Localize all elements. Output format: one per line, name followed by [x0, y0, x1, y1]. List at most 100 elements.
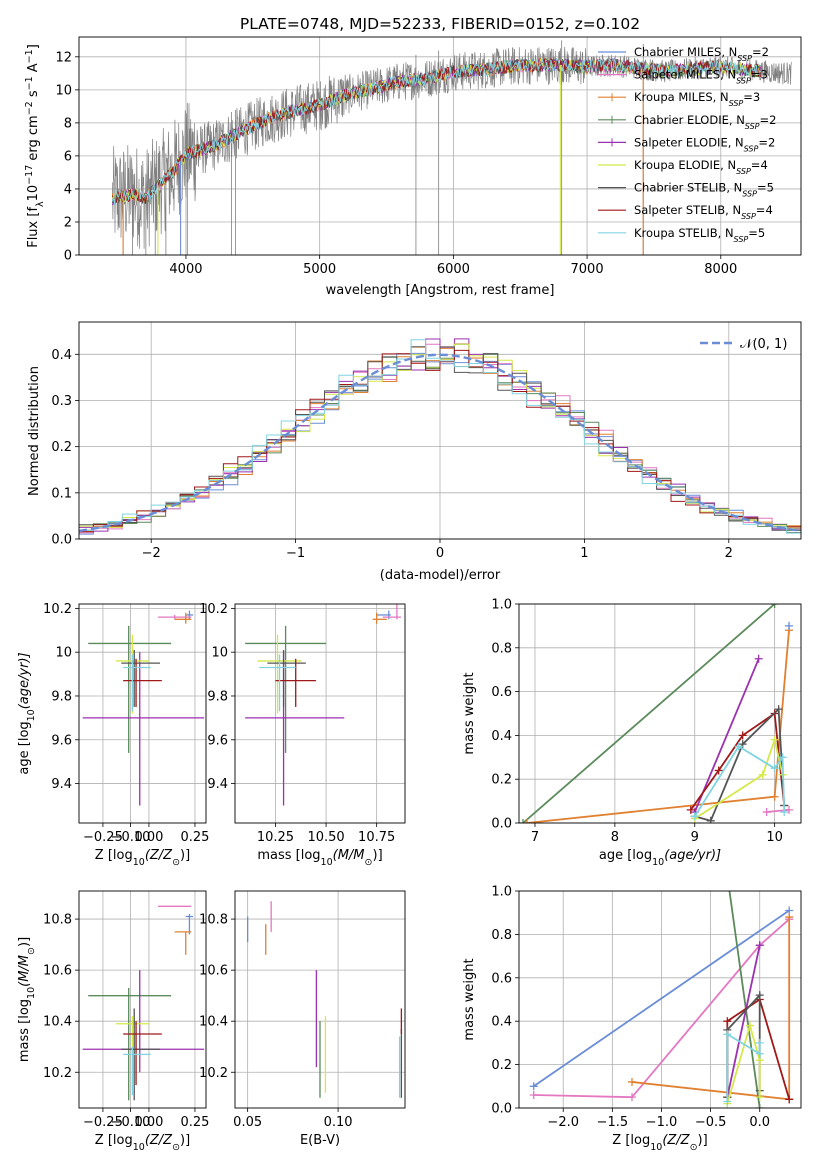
label-part: = — [751, 68, 761, 82]
label-part: )] — [180, 848, 190, 863]
x-tick-label: −1.0 — [646, 1115, 678, 1130]
weight-marker — [734, 742, 743, 751]
weight-marker — [627, 1093, 636, 1102]
weight-series — [762, 805, 794, 817]
label-part: SSP — [734, 234, 749, 243]
y-tick-label: 9.6 — [51, 733, 72, 748]
weight-series — [690, 705, 789, 823]
label-part: 10 — [26, 709, 37, 721]
legend-entry: Chabrier ELODIE, NSSP=2 — [634, 113, 776, 131]
weight-marker — [762, 808, 771, 817]
weight-marker — [785, 1095, 794, 1104]
weight-marker — [723, 1097, 732, 1106]
y-tick-label: 0.6 — [491, 971, 512, 986]
x-axis-label: (data-model)/error — [380, 568, 501, 583]
extinction-mass-panel: 0.05 0.10 10.2 10.4 10.6 10.8 E(B-V) — [199, 890, 406, 1148]
y-tick-label: 10.4 — [199, 1015, 228, 1030]
error-bar-point — [174, 931, 192, 955]
legend-entry: Kroupa ELODIE, NSSP=4 — [634, 158, 768, 176]
weight-marker — [774, 705, 783, 714]
x-tick-label: −1.5 — [597, 1115, 629, 1130]
y-tick-label: 9.6 — [207, 733, 228, 748]
label-part: Salpeter MILES — [634, 68, 720, 82]
y-tick-label: 1.0 — [491, 885, 512, 900]
label-part: (age/yr)] — [17, 652, 32, 709]
x-tick-label: −1 — [286, 546, 305, 561]
grid — [235, 604, 405, 823]
y-tick-label: 0.4 — [51, 348, 72, 363]
label-part: s — [26, 90, 41, 101]
legend-entry: Kroupa STELIB, NSSP=5 — [634, 226, 765, 244]
error-bar-point — [245, 652, 345, 806]
y-tick-label: 9.8 — [207, 689, 228, 704]
error-bar-point — [259, 654, 296, 712]
label-part: 10 — [652, 857, 664, 868]
y-tick-label: 6 — [64, 149, 72, 164]
label-part: 3 — [760, 68, 767, 82]
label-part: −1 — [24, 76, 35, 90]
label-part: 4 — [760, 158, 767, 172]
error-bar-point — [267, 649, 306, 707]
error-bar-point — [376, 610, 391, 620]
label-part: 10 — [650, 1142, 662, 1153]
error-bar-point — [123, 1046, 151, 1096]
label-part: N — [729, 45, 738, 59]
weight-marker — [758, 770, 767, 779]
error-bar-point — [275, 658, 316, 707]
y-axis-label: Flux [fλ10−17 erg cm−2 s−1 A−1] — [24, 44, 46, 248]
y-tick-label: 4 — [64, 182, 72, 197]
label-part: (Z/Z — [145, 848, 173, 863]
x-tick-label: 10 — [766, 830, 783, 845]
y-axis-label: Normed distribution — [27, 366, 42, 496]
y-tick-label: 0.2 — [491, 1058, 512, 1073]
legend-entry: Chabrier MILES, NSSP=2 — [634, 45, 769, 63]
weight-marker — [754, 654, 763, 663]
weight-marker — [778, 753, 787, 762]
error-bar-point — [174, 612, 192, 624]
y-tick-label: 9.4 — [207, 777, 228, 792]
label-part: = — [751, 158, 761, 172]
x-tick-label: 0 — [436, 546, 444, 561]
axes-frame — [234, 890, 406, 1109]
x-tick-label: 0.05 — [233, 1115, 262, 1130]
label-part: 4 — [765, 203, 772, 217]
label-part: −17 — [24, 165, 35, 185]
label-part: N — [736, 113, 745, 127]
weight-line — [526, 630, 790, 823]
label-part: (M/M — [17, 955, 32, 987]
label-part: (age/yr)] — [664, 848, 721, 863]
x-tick-label: 9 — [691, 830, 699, 845]
axes-frame — [78, 321, 802, 540]
y-tick-label: 9.8 — [51, 689, 72, 704]
y-tick-label: 8 — [64, 116, 72, 131]
weight-marker — [770, 764, 779, 773]
weight-series — [529, 906, 794, 1091]
y-tick-label: 1.0 — [491, 598, 512, 613]
label-part: Kroupa MILES — [634, 90, 713, 104]
weight-series — [522, 626, 794, 823]
y-axis-label: mass weight — [462, 672, 477, 754]
weight-marker — [714, 766, 723, 775]
label-part: Salpeter STELIB — [634, 203, 725, 217]
weight-series — [519, 604, 779, 823]
x-tick-label: 4000 — [169, 262, 202, 277]
y-tick-label: 0.4 — [491, 1015, 512, 1030]
label-part: 10 — [26, 987, 37, 999]
weight-marker — [780, 808, 789, 817]
weight-series — [686, 709, 789, 814]
weight-line — [694, 736, 784, 820]
y-tick-label: 0.2 — [491, 773, 512, 788]
y-tick-label: 0.2 — [51, 440, 72, 455]
label-part: N — [727, 158, 736, 172]
label-part: )] — [698, 1133, 708, 1148]
y-tick-label: 10.4 — [43, 1015, 72, 1030]
label-part: age [log — [599, 848, 652, 863]
y-tick-label: 10.2 — [199, 602, 228, 617]
label-part: N — [727, 68, 736, 82]
label-part: λ — [35, 201, 46, 207]
label-part: Normed distribution — [27, 366, 42, 496]
weight-marker — [755, 1093, 764, 1102]
label-part: SSP — [744, 144, 759, 153]
